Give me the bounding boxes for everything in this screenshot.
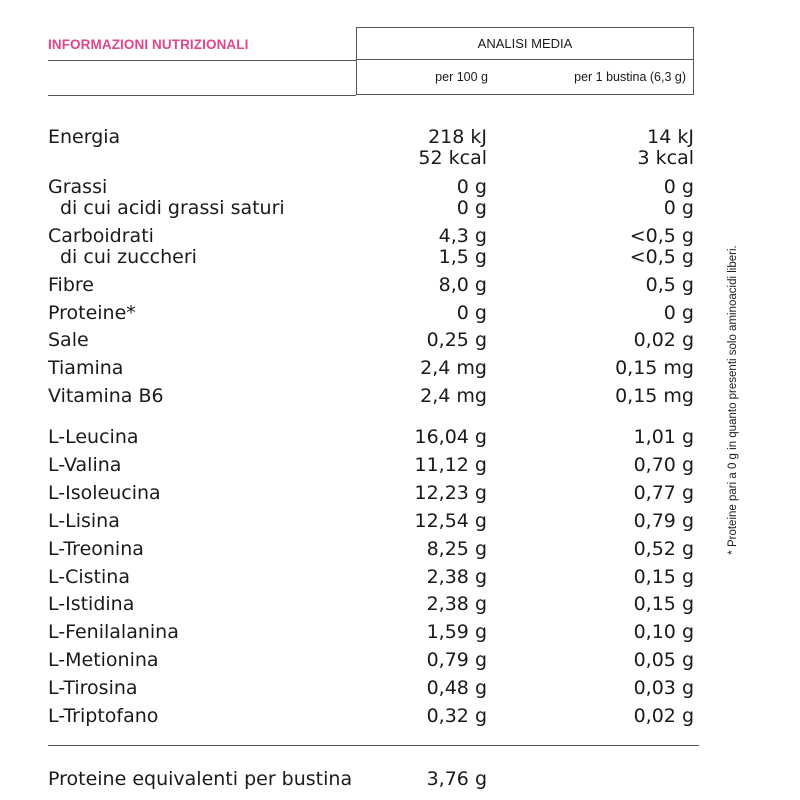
nutrient-label: L-Treonina [48, 538, 144, 560]
value-per-100g: 2,4 mg [420, 357, 487, 379]
nutrient-label: di cui acidi grassi saturi [60, 197, 285, 219]
value-per-sachet: 0,02 g [633, 329, 694, 351]
value-per-100g: 4,3 g [438, 225, 487, 247]
nutrient-label: L-Cistina [48, 566, 130, 588]
nutrient-label: Tiamina [48, 357, 124, 379]
column-header-per-sachet: per 1 bustina (6,3 g) [574, 70, 686, 84]
value-per-100g: 8,25 g [426, 538, 487, 560]
value-per-100g: 1,5 g [438, 246, 487, 268]
value-per-sachet: 0,77 g [633, 482, 694, 504]
value-per-sachet: 0 g [663, 197, 694, 219]
value-per-sachet: 0,15 g [633, 566, 694, 588]
value-per-100g: 0 g [456, 176, 487, 198]
header-divider [48, 95, 356, 96]
value-per-sachet: 0,15 mg [615, 385, 694, 407]
equivalent-protein-value: 3,76 g [426, 768, 487, 790]
nutrient-label: L-Isoleucina [48, 482, 161, 504]
column-headers: per 100 g per 1 bustina (6,3 g) [356, 59, 694, 95]
value-per-sachet: 1,01 g [633, 426, 694, 448]
nutrient-label: L-Metionina [48, 649, 159, 671]
value-per-100g: 0,48 g [426, 677, 487, 699]
value-per-100g: 2,38 g [426, 593, 487, 615]
value-per-sachet: <0,5 g [629, 246, 694, 268]
nutrient-label: Sale [48, 329, 89, 351]
value-per-100g: 16,04 g [414, 426, 488, 448]
title-divider [48, 60, 356, 61]
value-per-sachet: 0,05 g [633, 649, 694, 671]
footnote-text: * Proteine pari a 0 g in quanto presenti… [727, 245, 739, 555]
value-per-sachet: 0,79 g [633, 510, 694, 532]
column-header-per-100g: per 100 g [435, 70, 488, 84]
value-per-sachet: 0,03 g [633, 677, 694, 699]
value-per-sachet: 14 kJ [647, 126, 694, 148]
value-per-100g: 0 g [456, 197, 487, 219]
value-per-sachet: 0,02 g [633, 705, 694, 727]
value-per-100g: 0,32 g [426, 705, 487, 727]
value-per-sachet: 0 g [663, 302, 694, 324]
value-per-sachet: 0 g [663, 176, 694, 198]
value-per-100g: 0,79 g [426, 649, 487, 671]
nutrient-label: L-Tirosina [48, 677, 138, 699]
value-per-100g: 218 kJ [428, 126, 487, 148]
value-per-sachet: <0,5 g [629, 225, 694, 247]
equivalent-protein-label: Proteine equivalenti per bustina [48, 768, 353, 790]
value-per-100g: 12,54 g [414, 510, 488, 532]
nutrient-label: Vitamina B6 [48, 385, 164, 407]
value-per-sachet: 0,70 g [633, 454, 694, 476]
bottom-divider [48, 745, 699, 746]
nutrient-label: L-Fenilalanina [48, 621, 179, 643]
value-per-sachet: 0,10 g [633, 621, 694, 643]
table-title: INFORMAZIONI NUTRIZIONALI [48, 37, 249, 52]
nutrient-label: Proteine* [48, 302, 136, 324]
nutrient-label: Energia [48, 126, 121, 148]
value-per-100g: 1,59 g [426, 621, 487, 643]
nutrient-label: L-Triptofano [48, 705, 159, 727]
nutrient-label: Carboidrati [48, 225, 154, 247]
nutrient-label: L-Leucina [48, 426, 139, 448]
value-per-100g: 2,4 mg [420, 385, 487, 407]
nutrient-label: L-Istidina [48, 593, 135, 615]
nutrient-label: L-Valina [48, 454, 122, 476]
value-per-100g: 12,23 g [414, 482, 488, 504]
value-per-sachet: 0,15 g [633, 593, 694, 615]
value-per-sachet: 0,52 g [633, 538, 694, 560]
nutrient-label: Grassi [48, 176, 108, 198]
analysis-label: ANALISI MEDIA [477, 36, 573, 51]
value-per-sachet: 0,15 mg [615, 357, 694, 379]
value-per-100g: 0,25 g [426, 329, 487, 351]
nutrient-label: L-Lisina [48, 510, 120, 532]
value-per-sachet: 3 kcal [637, 147, 695, 169]
value-per-sachet: 0,5 g [645, 274, 694, 296]
value-per-100g: 8,0 g [438, 274, 487, 296]
value-per-100g: 2,38 g [426, 566, 487, 588]
value-per-100g: 0 g [456, 302, 487, 324]
value-per-100g: 11,12 g [414, 454, 488, 476]
nutrient-label: Fibre [48, 274, 94, 296]
analysis-header: ANALISI MEDIA [356, 27, 694, 60]
value-per-100g: 52 kcal [418, 147, 487, 169]
nutrient-label: di cui zuccheri [60, 246, 197, 268]
